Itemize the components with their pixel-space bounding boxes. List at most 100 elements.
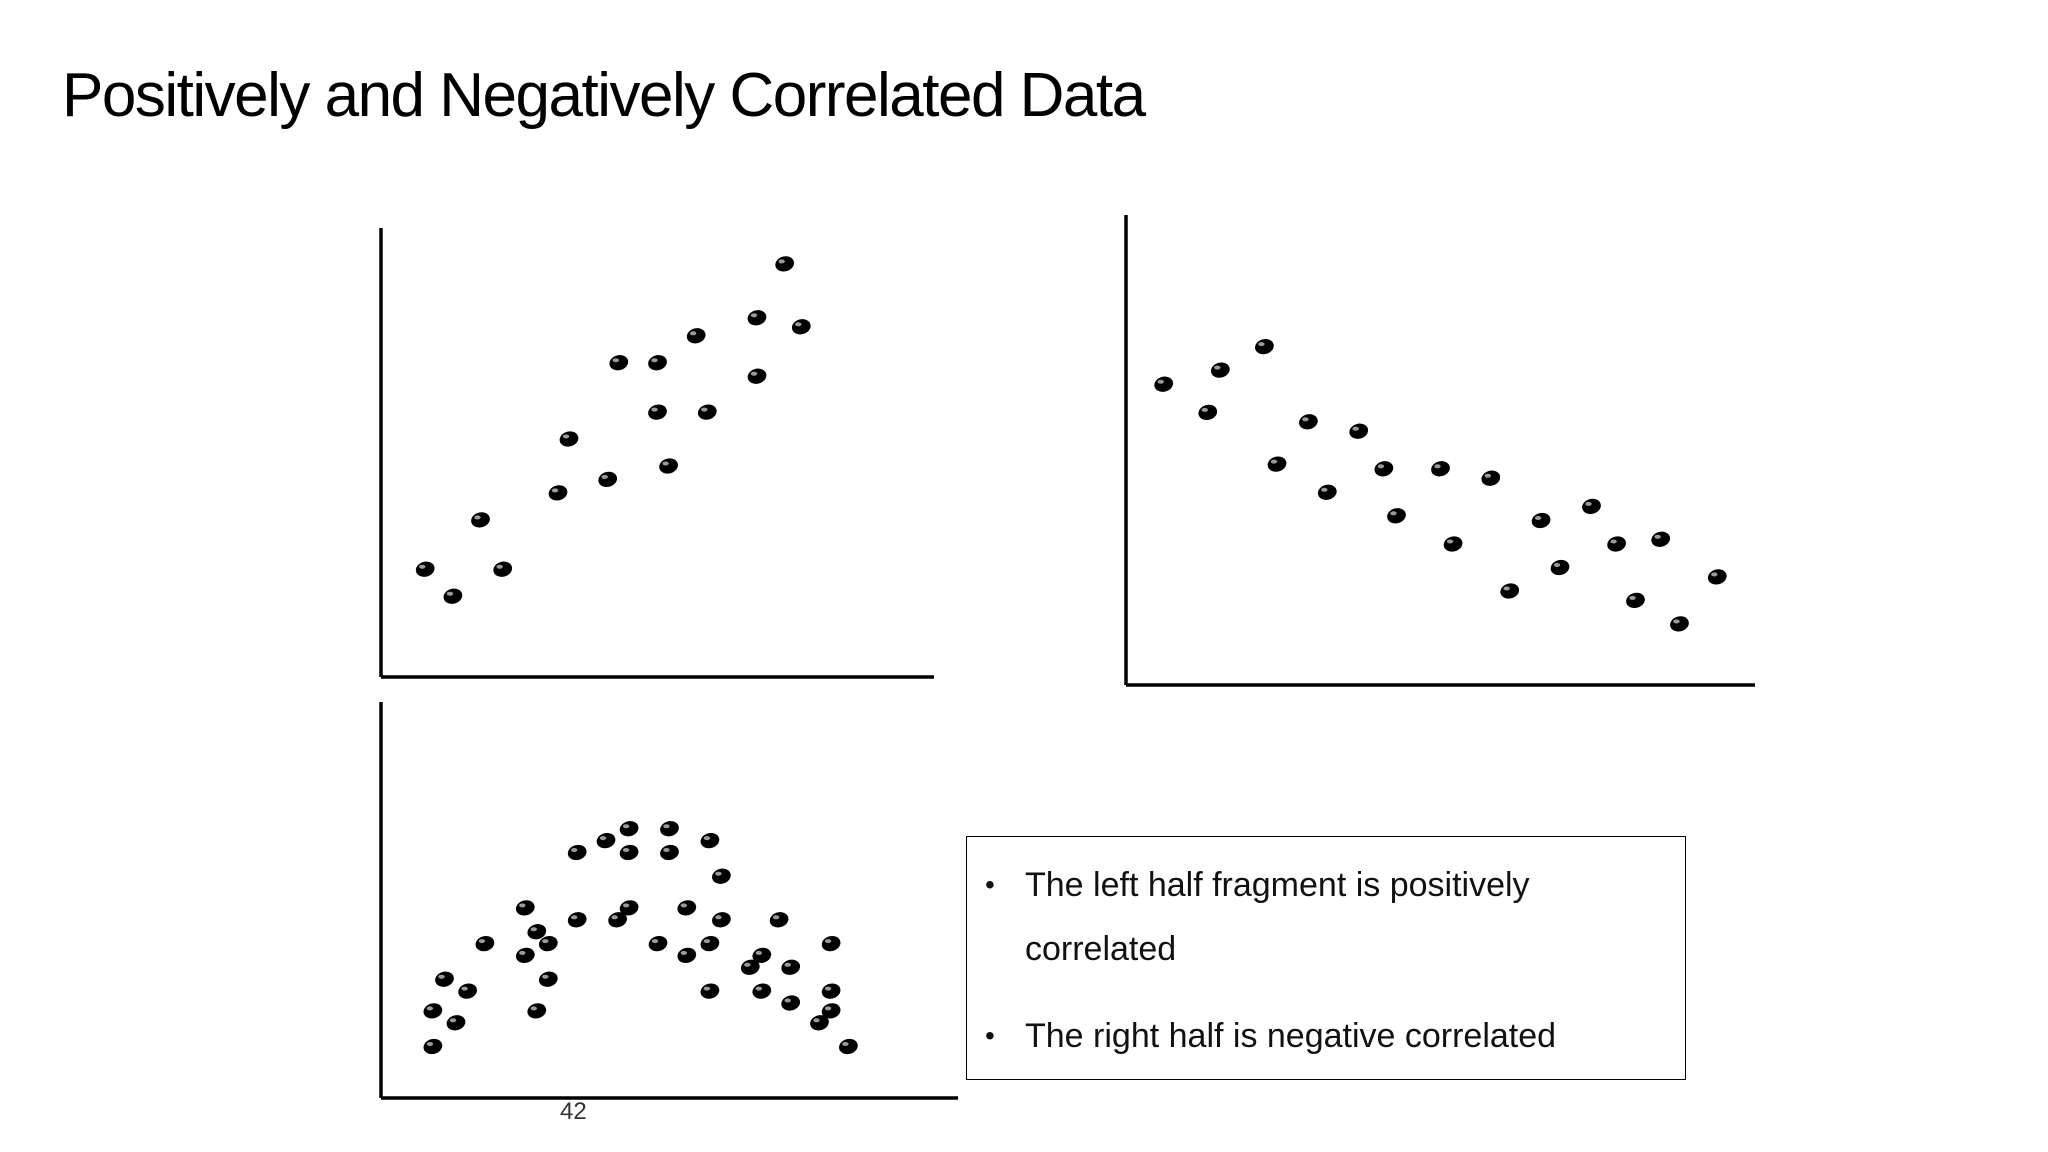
- data-point-highlight: [651, 358, 658, 363]
- data-point: [619, 821, 639, 837]
- data-point: [648, 355, 667, 371]
- data-point-highlight: [680, 903, 687, 908]
- data-point-highlight: [772, 915, 780, 920]
- data-point: [567, 912, 587, 928]
- data-point: [443, 588, 463, 604]
- data-point-highlight: [1157, 379, 1164, 384]
- bullet-marker: •: [985, 869, 995, 900]
- data-point-highlight: [663, 824, 670, 829]
- data-point: [712, 868, 731, 884]
- data-point: [1387, 508, 1406, 524]
- data-point-highlight: [622, 848, 630, 852]
- bullet-item: • The right half is negative correlated: [985, 1004, 1667, 1068]
- data-point: [700, 983, 720, 999]
- data-point: [475, 935, 495, 952]
- data-point: [660, 821, 679, 837]
- data-point: [446, 1015, 466, 1031]
- data-point: [712, 912, 731, 928]
- data-point-highlight: [461, 986, 468, 991]
- data-point: [781, 995, 801, 1011]
- data-point: [1626, 592, 1645, 609]
- data-point-highlight: [824, 1006, 832, 1011]
- data-point: [1651, 531, 1671, 547]
- data-point: [697, 404, 717, 420]
- data-point-highlight: [1673, 619, 1680, 624]
- data-point-highlight: [438, 974, 445, 979]
- data-point: [596, 832, 616, 849]
- data-point-highlight: [824, 939, 832, 944]
- data-point-highlight: [1302, 417, 1309, 422]
- data-point: [677, 947, 697, 964]
- data-point-highlight: [703, 836, 711, 841]
- data-point: [458, 983, 477, 999]
- data-point-highlight: [1610, 539, 1617, 544]
- data-point: [1374, 461, 1394, 477]
- data-point-highlight: [426, 1006, 434, 1011]
- data-point-highlight: [1270, 459, 1278, 464]
- data-point: [1481, 470, 1501, 486]
- data-point-highlight: [562, 434, 570, 439]
- data-point-highlight: [750, 313, 758, 318]
- data-point-highlight: [1553, 563, 1561, 567]
- data-point-highlight: [530, 927, 537, 932]
- data-point: [648, 404, 667, 420]
- data-point: [527, 1003, 547, 1019]
- data-point-highlight: [519, 950, 526, 955]
- data-point-highlight: [784, 962, 791, 967]
- positive-correlation-plot: [379, 228, 934, 679]
- data-point-highlight: [824, 986, 832, 991]
- data-point: [619, 844, 639, 861]
- data-point-highlight: [622, 903, 630, 908]
- data-point: [567, 844, 587, 861]
- data-point-highlight: [715, 915, 722, 920]
- data-point: [648, 935, 668, 952]
- data-point-highlight: [651, 407, 658, 412]
- data-point: [775, 256, 795, 272]
- data-point: [548, 485, 568, 501]
- data-point: [415, 561, 435, 577]
- data-point: [1443, 536, 1463, 552]
- data-point: [1707, 569, 1727, 585]
- data-point-highlight: [1390, 511, 1397, 516]
- explanation-callout: • The left half fragment is positively c…: [966, 836, 1686, 1080]
- data-point-highlight: [651, 939, 659, 944]
- data-point: [1550, 559, 1570, 576]
- data-point: [821, 983, 841, 999]
- data-point-highlight: [1201, 407, 1209, 412]
- data-point: [559, 431, 579, 447]
- data-point-highlight: [1711, 572, 1718, 577]
- data-point: [1255, 338, 1274, 355]
- data-point: [1431, 461, 1450, 477]
- data-point-highlight: [701, 407, 708, 412]
- data-point-highlight: [1654, 534, 1661, 539]
- data-point-highlight: [778, 259, 785, 264]
- page-number: 42: [560, 1098, 587, 1125]
- data-point: [821, 935, 841, 952]
- data-point-highlight: [542, 939, 549, 944]
- slide-title: Positively and Negatively Correlated Dat…: [62, 61, 1146, 130]
- data-point: [1154, 376, 1174, 392]
- bullet-text: The left half fragment is positively cor…: [1025, 866, 1530, 968]
- data-point: [1670, 616, 1689, 632]
- bullet-item: • The left half fragment is positively c…: [985, 853, 1667, 981]
- data-point-highlight: [612, 358, 619, 363]
- data-point: [1210, 362, 1230, 378]
- data-point: [598, 471, 618, 488]
- data-point-highlight: [551, 488, 559, 493]
- data-point: [677, 900, 697, 916]
- data-point: [1317, 484, 1337, 500]
- bullet-marker: •: [985, 1020, 995, 1051]
- data-point-highlight: [496, 564, 503, 569]
- bullet-text: The right half is negative correlated: [1025, 1017, 1557, 1055]
- data-point-highlight: [1534, 516, 1542, 520]
- data-point-highlight: [755, 986, 762, 991]
- data-point: [1349, 423, 1369, 439]
- data-point: [686, 328, 706, 344]
- data-point-highlight: [842, 1042, 849, 1046]
- data-point-highlight: [601, 474, 608, 479]
- data-point-highlight: [449, 1018, 457, 1023]
- data-point-highlight: [1352, 426, 1359, 431]
- data-point: [423, 1003, 443, 1019]
- data-point-highlight: [1446, 539, 1454, 544]
